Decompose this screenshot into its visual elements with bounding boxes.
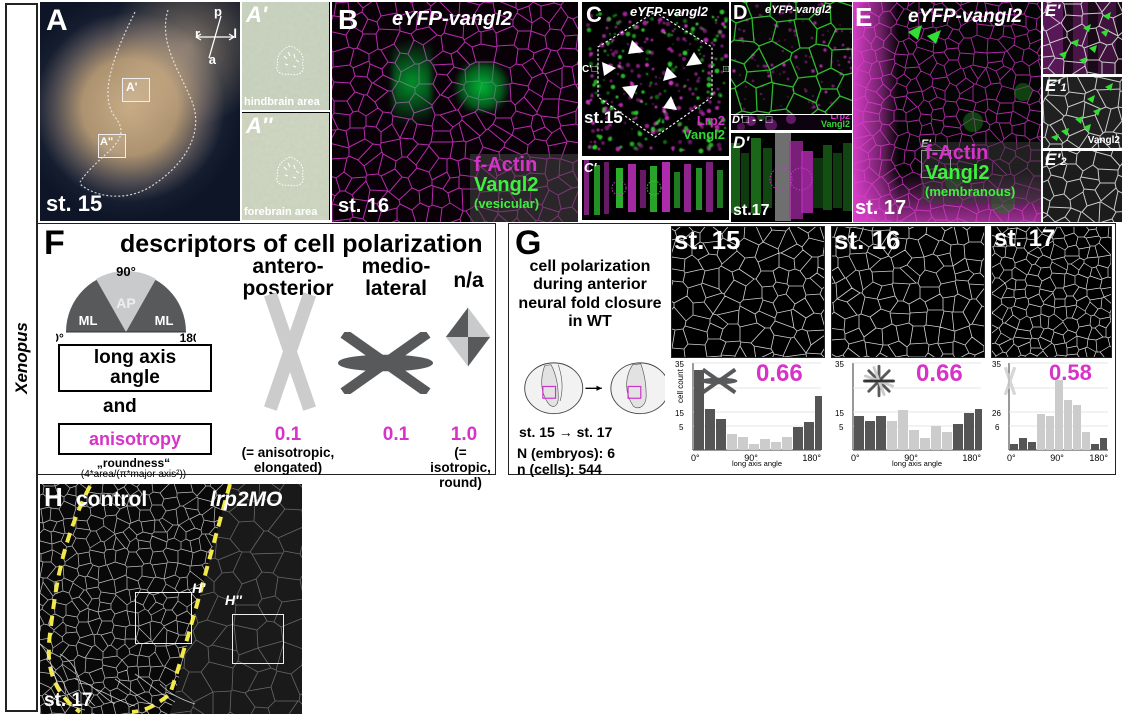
svg-text:0°: 0° — [851, 453, 860, 463]
svg-text:0°: 0° — [56, 331, 64, 345]
svg-text:180°: 180° — [802, 453, 821, 463]
svg-text:15: 15 — [675, 409, 684, 418]
svg-text:15: 15 — [835, 409, 844, 418]
svg-text:90°: 90° — [116, 264, 136, 279]
svg-text:0°: 0° — [1007, 453, 1016, 463]
svg-text:cell count: cell count — [676, 368, 685, 403]
svg-text:180°: 180° — [180, 331, 196, 345]
svg-text:ML: ML — [79, 313, 98, 328]
svg-text:90°: 90° — [1050, 453, 1064, 463]
svg-text:5: 5 — [839, 423, 844, 432]
svg-text:5: 5 — [679, 423, 684, 432]
svg-text:180°: 180° — [962, 453, 981, 463]
svg-text:AP: AP — [116, 295, 135, 311]
svg-text:35: 35 — [835, 360, 844, 369]
svg-text:ML: ML — [155, 313, 174, 328]
svg-text:long axis angle: long axis angle — [732, 459, 782, 468]
svg-text:35: 35 — [675, 360, 684, 369]
svg-text:long axis angle: long axis angle — [892, 459, 942, 468]
svg-text:6: 6 — [995, 423, 1000, 432]
svg-text:26: 26 — [992, 409, 1001, 418]
svg-text:180°: 180° — [1089, 453, 1108, 463]
svg-text:0°: 0° — [691, 453, 700, 463]
